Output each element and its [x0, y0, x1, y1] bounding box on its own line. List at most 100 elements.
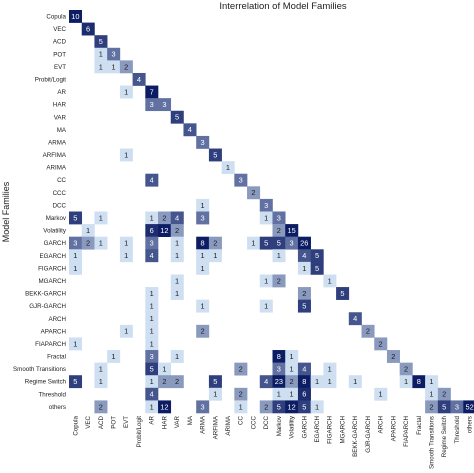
heatmap-cell [119, 148, 133, 162]
cell-value-label: 3 [150, 239, 154, 248]
heatmap-cell [196, 198, 210, 212]
heatmap-cell [94, 35, 108, 49]
heatmap-cell [450, 400, 464, 414]
heatmap-cell [170, 274, 184, 288]
heatmap-cell [170, 350, 184, 363]
heatmap-cell [145, 299, 159, 313]
cell-value-label: 5 [315, 264, 319, 273]
cell-value-label: 5 [302, 402, 306, 411]
y-tick-label: POT [53, 51, 66, 58]
x-tick-label: EVT [123, 416, 130, 428]
heatmap-cell [221, 161, 235, 175]
x-tick-label: EGARCH [314, 416, 321, 442]
cell-value-label: 1 [429, 377, 433, 386]
cell-value-label: 1 [150, 327, 154, 336]
heatmap-cell [69, 211, 83, 225]
cell-value-label: 2 [239, 365, 243, 374]
cell-value-label: 5 [277, 239, 281, 248]
cell-value-label: 2 [175, 226, 179, 235]
cell-value-label: 2 [200, 327, 204, 336]
cell-value-label: 1 [315, 402, 319, 411]
heatmap-cell [158, 362, 172, 376]
heatmap-cell [208, 249, 222, 263]
cell-value-label: 2 [404, 365, 408, 374]
cell-value-label: 8 [200, 239, 204, 248]
cell-value-label: 1 [124, 87, 128, 96]
x-tick-label: Volatility [289, 415, 296, 439]
heatmap-cell [297, 261, 311, 275]
cell-value-label: 3 [162, 100, 166, 109]
chart-title: Interrelation of Model Families [219, 1, 346, 12]
heatmap-cell [196, 249, 210, 263]
heatmap-cell [272, 375, 286, 389]
heatmap-cell [336, 287, 350, 300]
heatmap-cell [196, 324, 210, 338]
cell-value-label: 1 [302, 264, 306, 273]
x-tick-label: AR [149, 415, 156, 424]
heatmap-cell [145, 375, 159, 389]
heatmap-cell [310, 261, 324, 275]
heatmap-cell [297, 236, 311, 250]
cell-value-label: 12 [160, 226, 168, 235]
cell-value-label: 1 [150, 213, 154, 222]
x-tick-label: ARCH [378, 416, 385, 434]
heatmap-cell [170, 249, 184, 263]
heatmap-cell [234, 387, 248, 401]
x-tick-label: CC [238, 415, 245, 424]
cell-value-label: 4 [302, 365, 306, 374]
heatmap-cell [259, 211, 273, 225]
cell-value-label: 1 [379, 390, 383, 399]
cell-value-label: 1 [99, 377, 103, 386]
heatmap-cell [310, 249, 324, 263]
cell-value-label: 1 [99, 239, 103, 248]
heatmap-cell [234, 400, 248, 414]
heatmap-cell [119, 60, 133, 74]
cell-value-label: 3 [455, 402, 459, 411]
y-tick-label: GARCH [44, 240, 66, 247]
cell-value-label: 1 [124, 327, 128, 336]
heatmap-cell [399, 375, 413, 389]
y-tick-label: APARCH [41, 328, 66, 335]
cell-value-label: 4 [175, 213, 179, 222]
cell-value-label: 3 [111, 50, 115, 59]
heatmap-cell [323, 274, 337, 288]
cell-value-label: 2 [429, 402, 433, 411]
heatmap-cell [386, 350, 400, 363]
x-tick-label: DCC [263, 415, 270, 429]
cell-value-label: 1 [111, 62, 115, 71]
cell-value-label: 1 [213, 251, 217, 260]
heatmap-cell [145, 173, 159, 187]
cell-value-label: 4 [137, 75, 141, 84]
heatmap-cell [272, 274, 286, 288]
heatmap-cell [145, 324, 159, 338]
x-tick-label: others [467, 416, 474, 433]
heatmap-cell [285, 375, 299, 389]
heatmap-cell [69, 249, 83, 263]
heatmap-cell [297, 287, 311, 300]
heatmap-cell [145, 400, 159, 414]
y-tick-label: CC [57, 177, 66, 184]
heatmap-cell [158, 400, 172, 414]
heatmap-cell [94, 375, 108, 389]
heatmap-cell [145, 337, 159, 351]
heatmap-cell [285, 236, 299, 250]
cell-value-label: 1 [73, 339, 77, 348]
y-tick-label: Copula [46, 14, 66, 21]
heatmap-cell [132, 72, 146, 86]
cell-value-label: 2 [124, 62, 128, 71]
cell-value-label: 2 [366, 327, 370, 336]
heatmap-cell [119, 324, 133, 338]
cell-value-label: 1 [150, 302, 154, 311]
heatmap-cell [94, 362, 108, 376]
cell-value-label: 2 [99, 402, 103, 411]
cell-value-label: 1 [162, 365, 166, 374]
heatmap-cell [425, 400, 439, 414]
cell-value-label: 2 [277, 226, 281, 235]
cell-value-label: 5 [442, 402, 446, 411]
heatmap-cell [107, 47, 121, 61]
heatmap-cell [69, 10, 83, 23]
cell-value-label: 8 [277, 352, 281, 361]
heatmap-cell [94, 211, 108, 225]
heatmap-cell [69, 236, 83, 250]
heatmap-cell [234, 362, 248, 376]
